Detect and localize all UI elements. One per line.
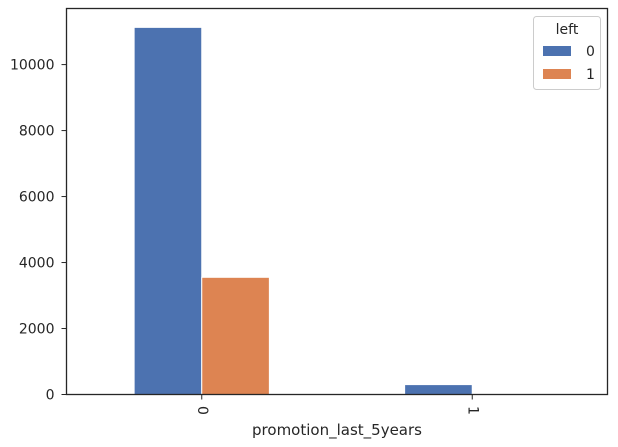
bar-series-0-cat-1 [404,384,473,396]
legend-label-series-1: 1 [586,67,595,83]
y-tick-label: 4000 [19,256,55,272]
legend: left 0 1 [533,16,601,90]
legend-label-series-0: 0 [586,44,595,60]
y-tick-label: 10000 [10,58,55,74]
bars-group [133,26,541,396]
y-axis-ticks: 0 2000 4000 6000 8000 10000 [10,58,67,404]
bar-series-0-cat-0 [133,26,203,395]
x-tick-label: 1 [464,406,480,415]
y-tick-label: 8000 [19,124,55,140]
plot-frame [65,7,609,396]
legend-swatch-series-0 [543,46,571,56]
y-tick-label: 0 [46,388,55,404]
legend-title: left [556,22,579,38]
bar-series-1-cat-0 [201,276,270,395]
legend-swatch-series-1 [543,69,571,79]
x-axis-label: promotion_last_5years [252,421,422,440]
y-tick-label: 6000 [19,190,55,206]
x-tick-label: 0 [194,406,210,415]
y-tick-label: 2000 [19,322,55,338]
